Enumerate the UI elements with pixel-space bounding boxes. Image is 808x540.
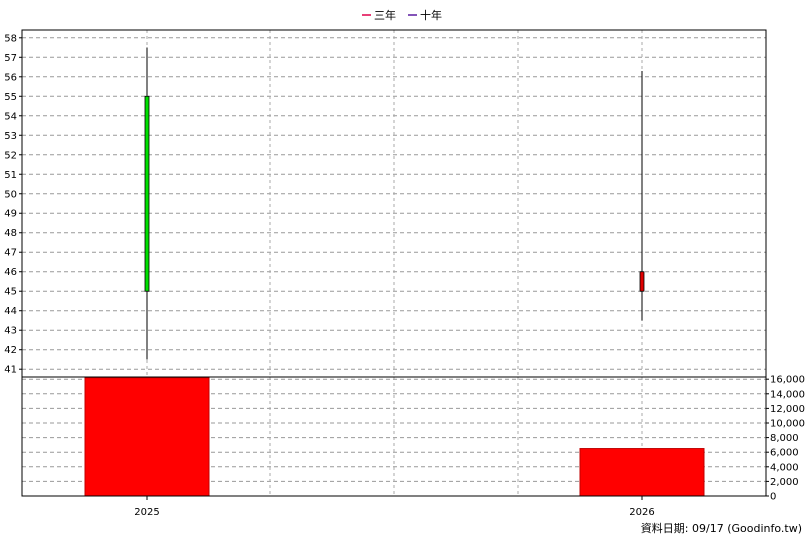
price-tick-label: 55 (4, 92, 17, 103)
legend-label: 十年 (420, 8, 442, 22)
volume-panel-frame (21, 376, 767, 497)
candle-body-2026 (639, 271, 645, 292)
price-tick-label: 48 (4, 228, 17, 239)
price-tick-label: 58 (4, 33, 17, 44)
data-date-footer: 資料日期: 09/17 (Goodinfo.tw) (640, 522, 802, 535)
legend: 三年 十年 (362, 8, 442, 22)
legend-label: 三年 (374, 8, 396, 22)
price-tick-label: 46 (4, 267, 17, 278)
price-panel: 41 42 43 44 45 46 47 48 49 50 51 52 53 54 55 56 57 58 (4, 29, 767, 378)
volume-panel: 0 2,000 4,000 6,000 8,000 10,000 12,000 14,000 1… (21, 375, 805, 503)
volume-tick-label: 2,000 (770, 477, 799, 488)
price-tick-label: 49 (4, 209, 17, 220)
price-tick-label: 47 (4, 248, 17, 259)
volume-tick-label: 4,000 (770, 462, 799, 473)
volume-tick-label: 10,000 (770, 418, 805, 429)
price-tick-label: 53 (4, 131, 17, 142)
volume-bar-2025 (84, 377, 210, 497)
price-tick-label: 42 (4, 345, 17, 356)
price-tick-label: 51 (4, 170, 17, 181)
price-tick-label: 54 (4, 111, 17, 122)
price-tick-label: 44 (4, 306, 17, 317)
price-tick-label: 50 (4, 189, 17, 200)
volume-tick-label: 16,000 (770, 375, 805, 386)
volume-tick-label: 12,000 (770, 404, 805, 415)
volume-tick-label: 8,000 (770, 433, 799, 444)
volume-tick-label: 14,000 (770, 389, 805, 400)
x-tick-label: 2026 (629, 507, 654, 518)
volume-tick-label: 0 (770, 492, 776, 503)
x-tick-label: 2025 (134, 507, 159, 518)
price-tick-label: 57 (4, 53, 17, 64)
price-tick-label: 45 (4, 287, 17, 298)
x-axis: 2025 2026 (134, 496, 655, 518)
volume-bar-2026 (579, 448, 705, 497)
price-tick-label: 43 (4, 326, 17, 337)
candle-body-2025 (144, 95, 150, 292)
price-tick-label: 56 (4, 72, 17, 83)
price-tick-label: 52 (4, 150, 17, 161)
volume-tick-label: 6,000 (770, 448, 799, 459)
price-tick-label: 41 (4, 365, 17, 376)
